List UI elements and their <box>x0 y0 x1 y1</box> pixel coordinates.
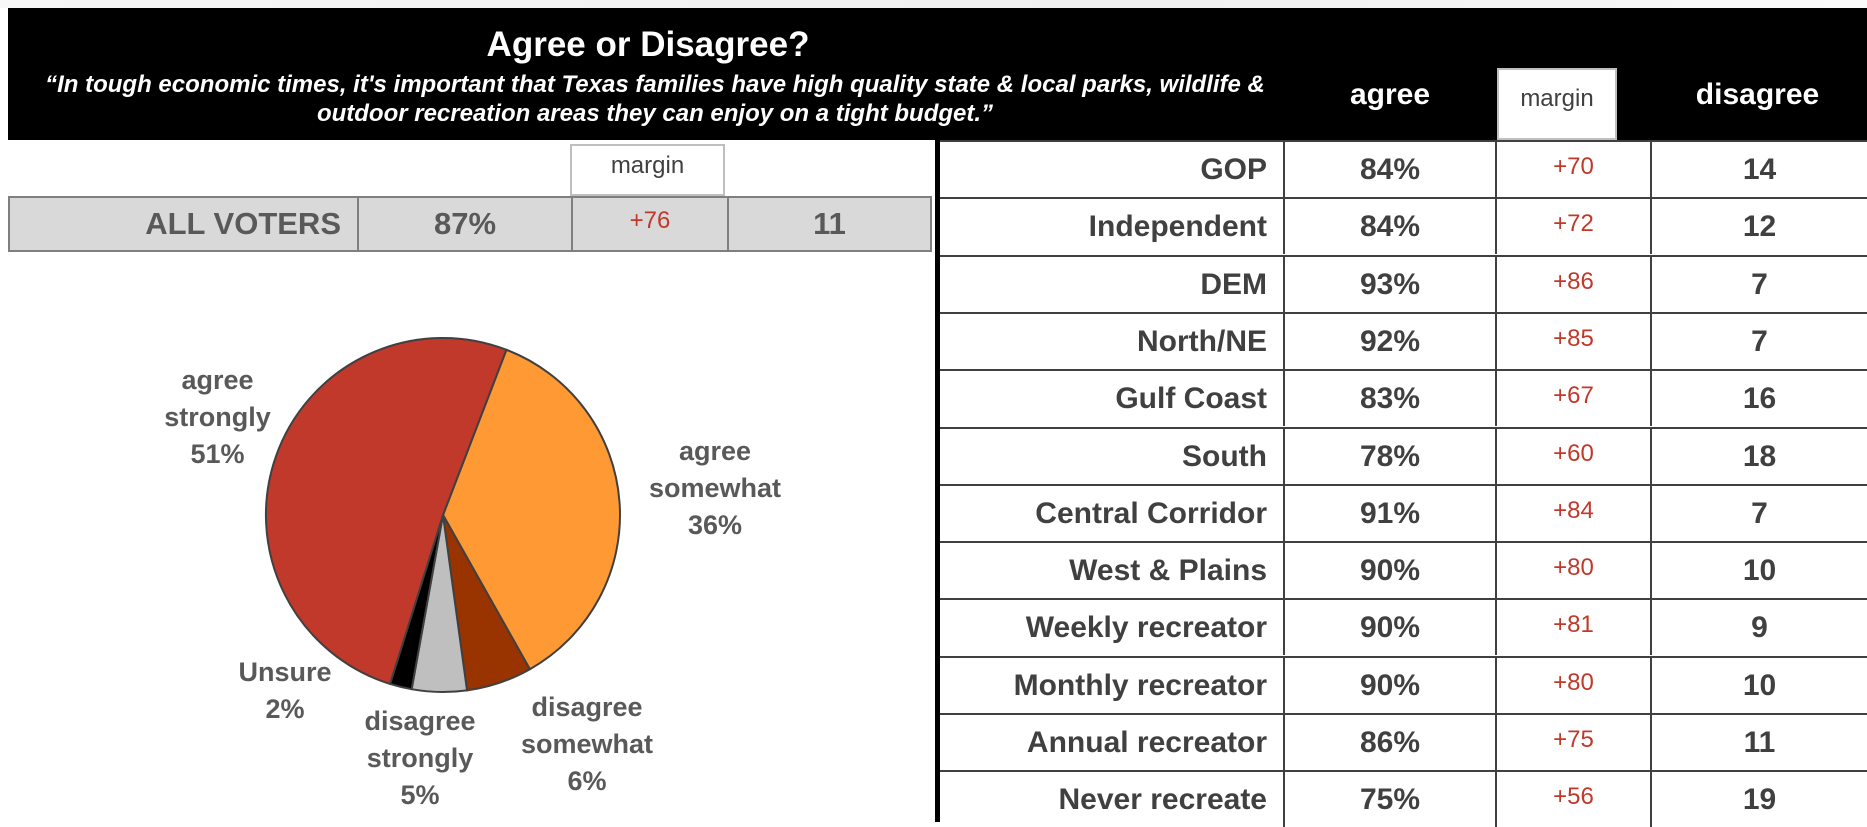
row-label: DEM <box>940 256 1285 312</box>
row-label: Never recreate <box>940 772 1285 827</box>
row-agree: 93% <box>1285 256 1497 312</box>
table-row: West & Plains 90% +80 10 <box>940 541 1867 599</box>
row-margin: +60 <box>1497 428 1652 484</box>
table-row: South 78% +60 18 <box>940 426 1867 484</box>
pie-label-unsure: Unsure 2% <box>215 654 355 728</box>
page-title: Agree or Disagree? <box>486 25 810 64</box>
pie-label-disagree-somewhat: disagree somewhat 6% <box>512 689 662 800</box>
pie-label-line: 36% <box>687 510 743 540</box>
row-disagree: 7 <box>1751 267 1768 301</box>
row-margin: +70 <box>1497 142 1652 197</box>
row-disagree: 11 <box>1743 726 1776 759</box>
row-label: Central Corridor <box>940 485 1285 541</box>
row-disagree: 18 <box>1742 439 1777 473</box>
row-disagree: 12 <box>1742 210 1777 244</box>
all-voters-margin: +76 <box>573 198 729 250</box>
row-margin: +75 <box>1497 715 1652 770</box>
table-row: Weekly recreator 90% +81 9 <box>940 598 1867 656</box>
pie-label-line: agree <box>678 436 752 466</box>
row-disagree: 16 <box>1742 382 1777 416</box>
table-row: Gulf Coast 83% +67 16 <box>940 369 1867 427</box>
table-row: Independent 84% +72 12 <box>940 197 1867 255</box>
all-voters-agree: 87% <box>359 198 573 250</box>
col-header-margin: margin <box>1497 68 1617 140</box>
table-row: Central Corridor 91% +84 7 <box>940 483 1867 541</box>
question-header <box>8 8 1333 140</box>
row-label: Gulf Coast <box>940 371 1285 427</box>
row-margin: +56 <box>1497 772 1652 827</box>
row-agree: 86% <box>1285 715 1497 770</box>
row-agree: 84% <box>1285 142 1497 197</box>
row-label: Monthly recreator <box>940 657 1285 713</box>
table-divider <box>935 140 940 822</box>
pie-label-line: strongly <box>164 402 271 432</box>
pie-label-line: agree <box>181 365 254 395</box>
pie-label-disagree-strongly: disagree strongly 5% <box>345 703 495 814</box>
sub-header-margin: margin <box>570 144 725 196</box>
col-header-disagree: disagree <box>1695 78 1820 111</box>
pie-label-agree-strongly: agree strongly 51% <box>145 362 290 473</box>
sub-header-disagree: disagree <box>768 150 892 183</box>
pie-label-agree-somewhat: agree somewhat 36% <box>640 433 790 544</box>
row-margin: +67 <box>1497 371 1652 427</box>
pie-label-line: disagree <box>364 706 476 736</box>
pie-label-line: 6% <box>567 766 607 796</box>
all-voters-label: ALL VOTERS <box>10 198 359 250</box>
row-margin: +80 <box>1497 657 1652 713</box>
row-label: Annual recreator <box>940 715 1285 770</box>
all-voters-disagree: 11 <box>813 206 846 241</box>
row-disagree: 10 <box>1742 554 1777 588</box>
row-agree: 90% <box>1285 600 1497 656</box>
row-disagree: 19 <box>1742 783 1777 817</box>
row-agree: 91% <box>1285 485 1497 541</box>
row-agree: 83% <box>1285 371 1497 427</box>
row-label: Weekly recreator <box>940 600 1285 656</box>
row-label: GOP <box>940 142 1285 197</box>
pie-label-line: 2% <box>265 694 305 724</box>
col-header-agree: agree <box>1349 78 1431 111</box>
row-disagree: 7 <box>1751 496 1768 530</box>
pie-slice-agree-strongly <box>264 336 508 686</box>
row-margin: +72 <box>1497 199 1652 255</box>
table-row: DEM 93% +86 7 <box>940 254 1867 312</box>
row-margin: +80 <box>1497 543 1652 599</box>
pie-label-line: somewhat <box>520 729 654 759</box>
question-quote: “In tough economic times, it's important… <box>45 71 1265 127</box>
row-margin: +85 <box>1497 313 1652 369</box>
top-fade-strip <box>0 0 1867 8</box>
pie-label-line: disagree <box>531 692 643 722</box>
sub-header-agree: agree <box>423 150 505 183</box>
row-disagree: 7 <box>1751 324 1768 358</box>
row-disagree: 9 <box>1751 611 1768 645</box>
pie-label-line: somewhat <box>648 473 782 503</box>
row-label: South <box>940 428 1285 484</box>
all-voters-row: ALL VOTERS 87% +76 11 <box>8 196 932 252</box>
pie-chart <box>264 336 621 693</box>
row-margin: +84 <box>1497 485 1652 541</box>
row-disagree: 10 <box>1742 668 1777 702</box>
row-agree: 90% <box>1285 657 1497 713</box>
row-label: North/NE <box>940 313 1285 369</box>
table-row: GOP 84% +70 14 <box>940 140 1867 197</box>
row-agree: 92% <box>1285 313 1497 369</box>
table-row: Monthly recreator 90% +80 10 <box>940 655 1867 713</box>
row-agree: 84% <box>1285 199 1497 255</box>
row-margin: +86 <box>1497 256 1652 312</box>
pie-slice-agree-somewhat <box>441 348 621 671</box>
pie-label-line: 5% <box>400 780 440 810</box>
row-margin: +81 <box>1497 600 1652 656</box>
pie-label-line: Unsure <box>238 657 332 687</box>
pie-label-line: strongly <box>366 743 474 773</box>
row-disagree: 14 <box>1742 153 1777 186</box>
row-label: West & Plains <box>940 543 1285 599</box>
table-row: Annual recreator 86% +75 11 <box>940 713 1867 770</box>
row-agree: 90% <box>1285 543 1497 599</box>
row-agree: 75% <box>1285 772 1497 827</box>
pie-label-line: 51% <box>190 439 245 469</box>
row-agree: 78% <box>1285 428 1497 484</box>
row-label: Independent <box>940 199 1285 255</box>
table-row: Never recreate 75% +56 19 <box>940 770 1867 827</box>
table-row: North/NE 92% +85 7 <box>940 311 1867 369</box>
